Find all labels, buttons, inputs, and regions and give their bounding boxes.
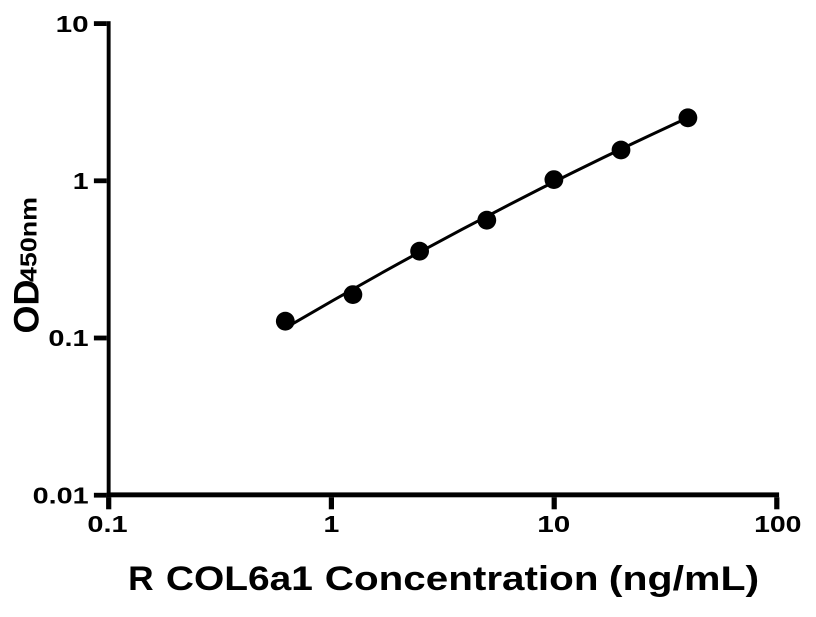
svg-text:1: 1 [73, 168, 89, 194]
svg-text:R: R [128, 560, 154, 598]
svg-text:10: 10 [56, 11, 89, 37]
svg-text:1: 1 [324, 511, 340, 537]
svg-text:0.01: 0.01 [33, 482, 89, 508]
svg-text:0.1: 0.1 [87, 511, 127, 537]
svg-text:COL6a1: COL6a1 [166, 560, 313, 598]
svg-text:0.1: 0.1 [48, 325, 88, 351]
svg-text:(ng/mL): (ng/mL) [609, 560, 759, 598]
svg-text:450nm: 450nm [16, 197, 42, 282]
svg-text:OD: OD [8, 280, 47, 334]
svg-text:10: 10 [537, 511, 570, 537]
svg-text:Concentration: Concentration [325, 560, 599, 598]
svg-text:100: 100 [754, 511, 801, 537]
